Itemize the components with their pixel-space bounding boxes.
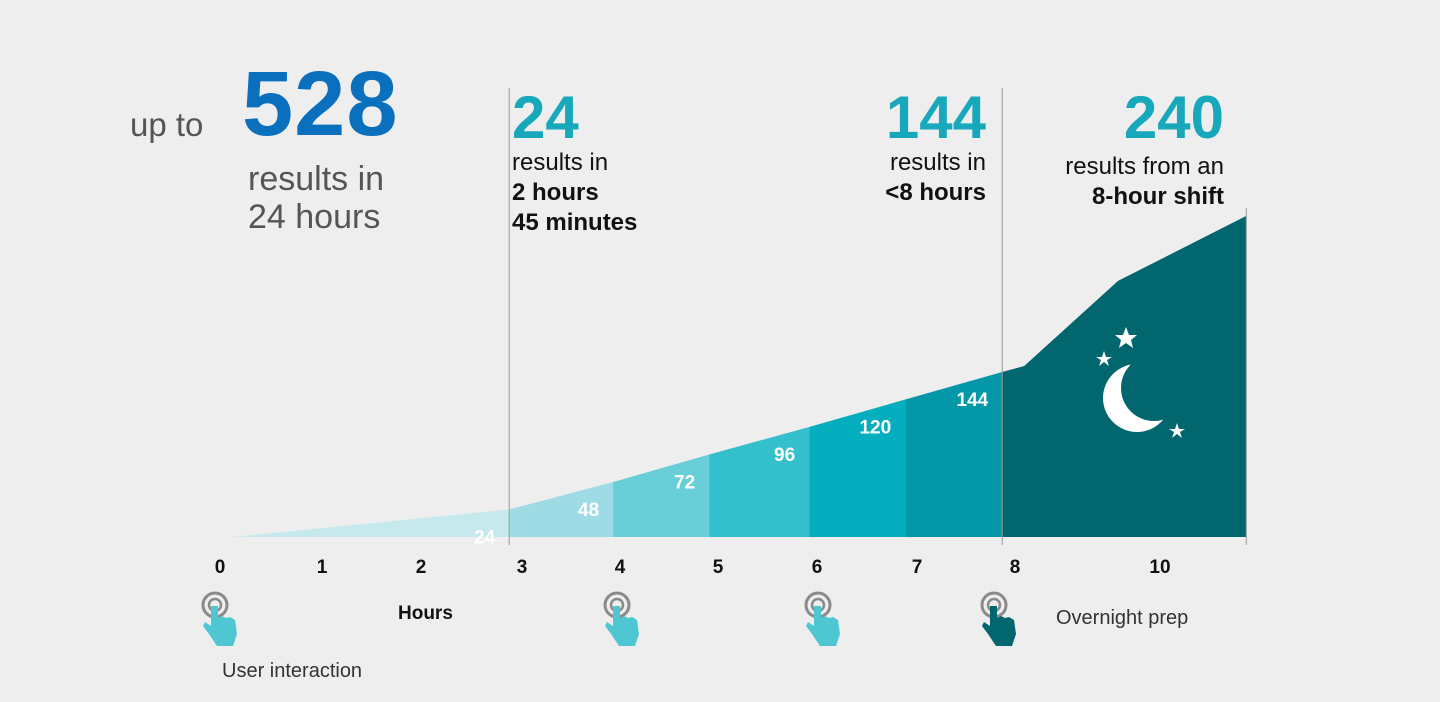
stat-number: 24 xyxy=(512,84,579,151)
area-segment xyxy=(905,371,1003,537)
chart-x-ticks: 0 1 2 3 4 5 6 7 8 10 xyxy=(215,557,1171,578)
chart-segments xyxy=(232,215,1247,537)
stat-callout-24: 24 results in 2 hours 45 minutes xyxy=(512,88,637,238)
hero-subtitle: results in 24 hours xyxy=(248,160,508,236)
stat-label: results in xyxy=(889,149,986,176)
x-tick-label: 6 xyxy=(812,557,823,578)
area-segment xyxy=(613,454,710,537)
star-icon xyxy=(1169,423,1185,438)
stat-strong-line1: <8 hours xyxy=(885,179,986,206)
hero-prefix: up to xyxy=(130,106,204,143)
chart-divider-lines xyxy=(508,88,1247,545)
x-tick-label: 8 xyxy=(1010,557,1021,578)
legend-overnight-prep: Overnight prep xyxy=(1056,607,1189,629)
segment-value-label: 120 xyxy=(859,417,891,438)
stat-label: results in xyxy=(512,149,609,176)
area-segment xyxy=(509,481,614,537)
stat-strong-line1: 8-hour shift xyxy=(1092,183,1224,210)
segment-value-label: 144 xyxy=(957,390,989,411)
x-tick-label: 1 xyxy=(317,557,328,578)
moon-icon xyxy=(1103,355,1187,432)
stat-callout-144: 144 results in <8 hours xyxy=(885,88,986,208)
chart-segment-labels: 24 48 72 96 120 144 xyxy=(474,390,989,549)
touch-hand-icon xyxy=(980,591,1016,646)
segment-value-label: 96 xyxy=(774,445,795,466)
star-icon xyxy=(1096,351,1112,366)
x-tick-label: 2 xyxy=(416,557,427,578)
x-tick-label: 3 xyxy=(517,557,528,578)
area-segment xyxy=(709,426,810,537)
touch-hand-icon xyxy=(603,591,639,646)
area-segment xyxy=(809,399,906,537)
hero-subtitle-line2: 24 hours xyxy=(248,198,381,236)
hero-subtitle-line1: results in xyxy=(248,160,385,198)
x-tick-label: 4 xyxy=(615,557,626,578)
stat-strong-line1: 2 hours xyxy=(512,179,599,206)
segment-value-label: 48 xyxy=(578,500,599,521)
segment-value-label: 24 xyxy=(474,527,496,548)
stat-label: results from an xyxy=(1065,153,1224,180)
segment-value-label: 72 xyxy=(674,472,695,493)
stat-callout-240: 240 results from an 8-hour shift xyxy=(1065,88,1224,212)
x-axis-title: Hours xyxy=(398,603,453,624)
touch-hand-icon xyxy=(804,591,840,646)
x-tick-label: 10 xyxy=(1149,557,1170,578)
star-icon xyxy=(1115,327,1137,348)
touch-hand-icon xyxy=(201,591,237,646)
area-segment xyxy=(232,509,510,537)
stat-number: 144 xyxy=(885,84,986,151)
stat-strong-line2: 45 minutes xyxy=(512,209,638,236)
x-tick-label: 0 xyxy=(215,557,226,578)
hero-number: 528 xyxy=(242,53,399,155)
x-tick-label: 5 xyxy=(713,557,724,578)
stat-number: 240 xyxy=(1123,84,1224,151)
x-tick-label: 7 xyxy=(912,557,923,578)
interaction-markers xyxy=(201,591,1016,646)
legend-user-interaction: User interaction xyxy=(222,660,363,682)
